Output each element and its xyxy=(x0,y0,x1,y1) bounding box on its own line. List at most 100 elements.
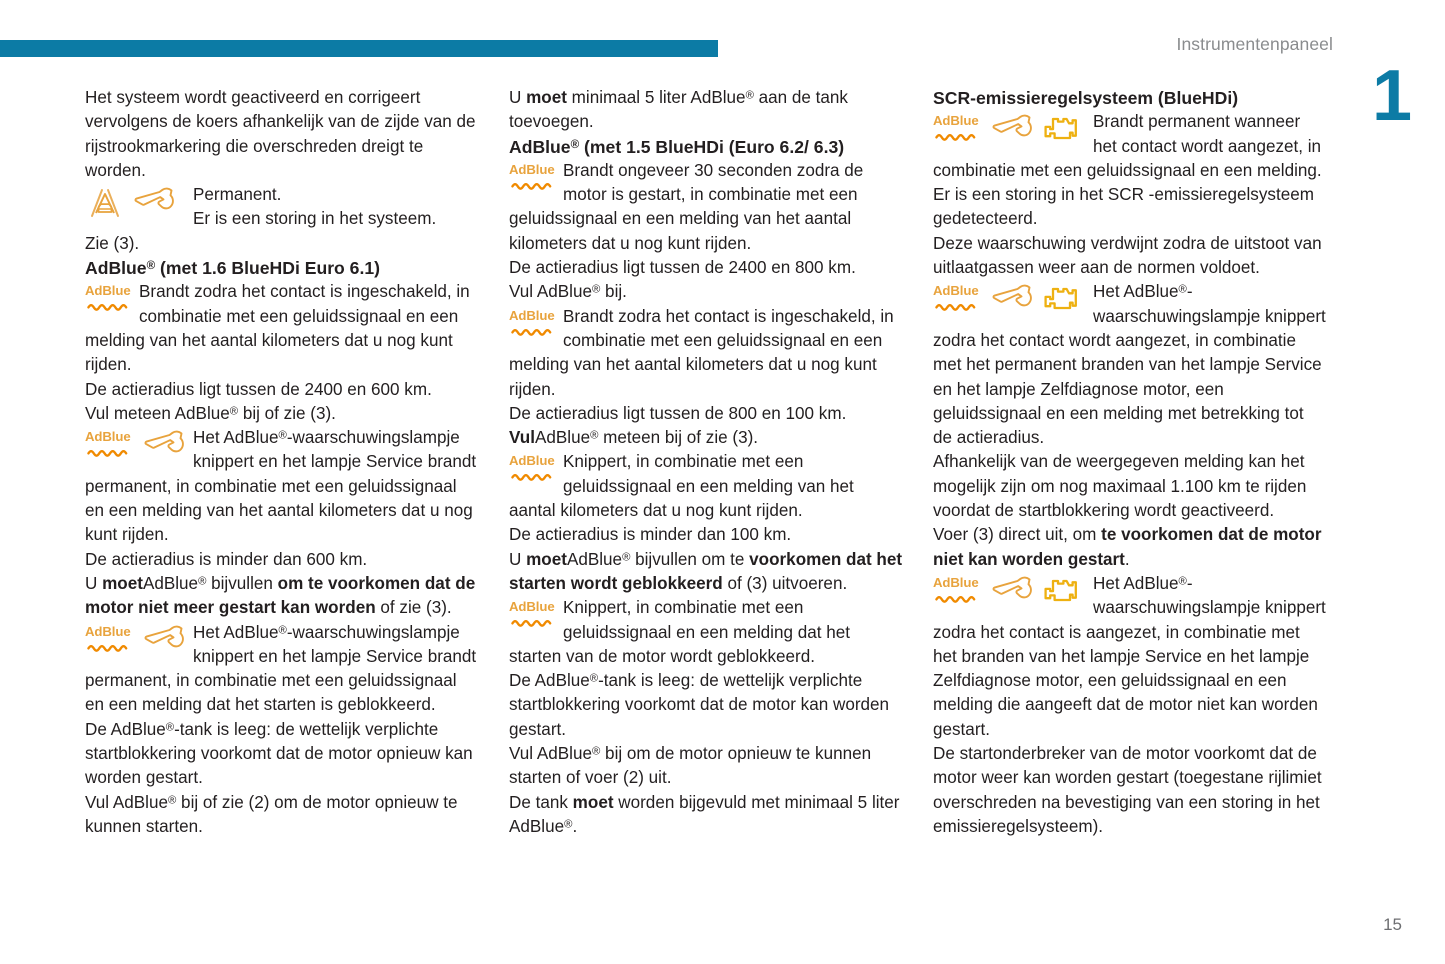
text-run: worden bijgevuld met minimaal 5 liter Ad… xyxy=(509,792,900,836)
heading-text: AdBlue xyxy=(509,136,571,157)
header-accent-bar xyxy=(0,40,718,57)
icon-group: AdBlue xyxy=(509,159,563,208)
emphasis-text: voorkomen dat het starten wordt geblokke… xyxy=(509,549,903,593)
registered-mark: ® xyxy=(229,405,239,418)
paragraph-line: Permanent. xyxy=(193,185,282,205)
icon-group: AdBlue xyxy=(85,280,139,329)
adblue-icon: AdBlue xyxy=(509,452,559,486)
engine-diagnostic-icon xyxy=(1041,282,1081,314)
icon-group: AdBlue xyxy=(509,596,563,645)
paragraph: De AdBlue®-tank is leeg: de wettelijk ve… xyxy=(85,718,480,791)
paragraph: De actieradius ligt tussen de 800 en 100… xyxy=(509,403,847,423)
text-run: U xyxy=(509,88,527,107)
paragraph: Knippert, in combinatie met een geluidss… xyxy=(509,598,851,666)
adblue-icon-label: AdBlue xyxy=(85,623,131,639)
adblue-icon: AdBlue xyxy=(509,598,559,632)
paragraph: De actieradius is minder dan 600 km. xyxy=(85,549,368,569)
paragraph: Het AdBlue®-waarschuwingslampje knippert… xyxy=(85,426,480,547)
paragraph: Vul AdBlue® bij of zie (2) om de motor o… xyxy=(85,791,480,840)
paragraph: Brandt zodra het contact is ingeschakeld… xyxy=(85,282,470,375)
emphasis-text: moet xyxy=(572,792,614,812)
paragraph: De actieradius ligt tussen de 2400 en 60… xyxy=(85,379,432,399)
text-run: . xyxy=(1124,549,1130,569)
adblue-icon: AdBlue xyxy=(933,112,983,146)
page-number: 15 xyxy=(1383,915,1402,934)
registered-mark: ® xyxy=(278,623,287,636)
text-run: Het AdBlue xyxy=(1093,282,1179,302)
adblue-icon: AdBlue xyxy=(933,574,983,608)
paragraph: De actieradius is minder dan 100 km. xyxy=(509,525,792,545)
text-run: Het AdBlue xyxy=(193,428,279,448)
adblue-icon-label: AdBlue xyxy=(933,113,979,129)
icon-paragraph-block: AdBlue Brandt permanent wanneer het c xyxy=(933,110,1326,183)
icon-paragraph-block: AdBlue Knippert, in combinatie met een g… xyxy=(509,450,904,523)
text-run: meteen bij of zie (3). xyxy=(598,428,759,448)
wrench-service-icon xyxy=(989,282,1035,312)
text-run: Vul AdBlue xyxy=(509,282,592,302)
paragraph: Zie (3). xyxy=(85,233,140,253)
icon-group: AdBlue xyxy=(509,450,563,499)
paragraph: Vul AdBlue® bij om de motor opnieuw te k… xyxy=(509,742,904,791)
adblue-icon-label: AdBlue xyxy=(933,283,979,299)
paragraph: U moetAdBlue® bijvullen om te voorkomen … xyxy=(509,548,904,597)
registered-mark: ® xyxy=(622,550,631,563)
text-run: Het AdBlue xyxy=(193,622,279,642)
adblue-icon: AdBlue xyxy=(85,282,135,316)
text-run: bijvullen xyxy=(206,573,278,593)
icon-group: AdBlue xyxy=(933,280,1093,329)
paragraph: Brandt ongeveer 30 seconden zodra de mot… xyxy=(509,160,864,253)
icon-group: AdBlue xyxy=(509,305,563,354)
text-run: bijvullen om te xyxy=(630,549,750,569)
icon-paragraph-block: AdBlue Brandt ongeveer 30 seconden zodra… xyxy=(509,159,904,256)
registered-mark: ® xyxy=(165,720,175,733)
icon-group xyxy=(85,183,193,232)
text-run: -waarschuwingslampje knippert zodra het … xyxy=(933,573,1326,739)
text-run: of (3) uitvoeren. xyxy=(722,573,848,593)
text-run: De AdBlue xyxy=(85,719,166,739)
text-run: -tank is leeg: de wettelijk verplichte s… xyxy=(85,719,473,788)
column-2: U moet minimaal 5 liter AdBlue® aan de t… xyxy=(509,86,904,839)
registered-mark: ® xyxy=(589,672,599,685)
text-run: bij om de motor opnieuw te kunnen starte… xyxy=(509,744,872,788)
paragraph: De actieradius ligt tussen de 2400 en 80… xyxy=(509,258,856,278)
heading-suffix: (met 1.6 BlueHDi Euro 6.1) xyxy=(155,258,381,279)
paragraph: Voer (3) direct uit, om te voorkomen dat… xyxy=(933,523,1326,572)
registered-mark: ® xyxy=(1178,575,1187,588)
adblue-icon-label: AdBlue xyxy=(509,599,555,615)
page-header-title: Instrumentenpaneel xyxy=(1176,34,1333,54)
section-heading: SCR-emissieregelsysteem (BlueHDi) xyxy=(933,88,1239,108)
paragraph: Vul meteen AdBlue® bij of zie (3). xyxy=(85,402,480,426)
icon-paragraph-block: AdBlue Het AdBlue®-waarschuwingslampj xyxy=(933,280,1326,450)
text-run: AdBlue xyxy=(534,428,591,448)
registered-mark: ® xyxy=(278,429,287,442)
text-run: Voer (3) direct uit, om xyxy=(933,525,1102,545)
text-run: bij. xyxy=(600,282,627,302)
engine-diagnostic-icon xyxy=(1041,112,1081,144)
adblue-icon: AdBlue xyxy=(509,307,559,341)
column-3: SCR-emissieregelsysteem (BlueHDi) AdBlue xyxy=(933,86,1326,839)
wrench-service-icon xyxy=(141,623,187,653)
emphasis-text: moet xyxy=(526,88,567,107)
adblue-icon: AdBlue xyxy=(85,623,135,657)
paragraph: Knippert, in combinatie met een geluidss… xyxy=(509,452,854,521)
paragraph: VulAdBlue® meteen bij of zie (3). xyxy=(509,426,904,450)
paragraph-line: Er is een storing in het systeem. xyxy=(193,209,437,229)
text-run: Vul meteen AdBlue xyxy=(85,403,230,423)
text-run: De tank xyxy=(509,792,573,812)
registered-mark: ® xyxy=(198,575,207,588)
icon-paragraph-block: AdBlue Brandt zodra het contact is inges… xyxy=(85,280,480,377)
lane-departure-icon xyxy=(85,185,125,219)
paragraph: Afhankelijk van de weergegeven melding k… xyxy=(933,452,1307,521)
text-run: bij of zie (3). xyxy=(238,403,336,423)
adblue-icon: AdBlue xyxy=(509,161,559,195)
paragraph: De startonderbreker van de motor voorkom… xyxy=(933,744,1322,836)
paragraph: Er is een storing in het SCR -emissiereg… xyxy=(933,185,1314,229)
registered-mark: ® xyxy=(592,283,601,296)
adblue-icon: AdBlue xyxy=(933,282,983,316)
text-run: U xyxy=(85,573,103,593)
registered-mark: ® xyxy=(1178,283,1187,296)
text-run: -waarschuwingslampje knippert en het lam… xyxy=(85,622,477,715)
text-run: -waarschuwingslampje knippert en het lam… xyxy=(85,428,477,545)
registered-mark: ® xyxy=(570,137,580,151)
registered-mark: ® xyxy=(745,89,754,102)
